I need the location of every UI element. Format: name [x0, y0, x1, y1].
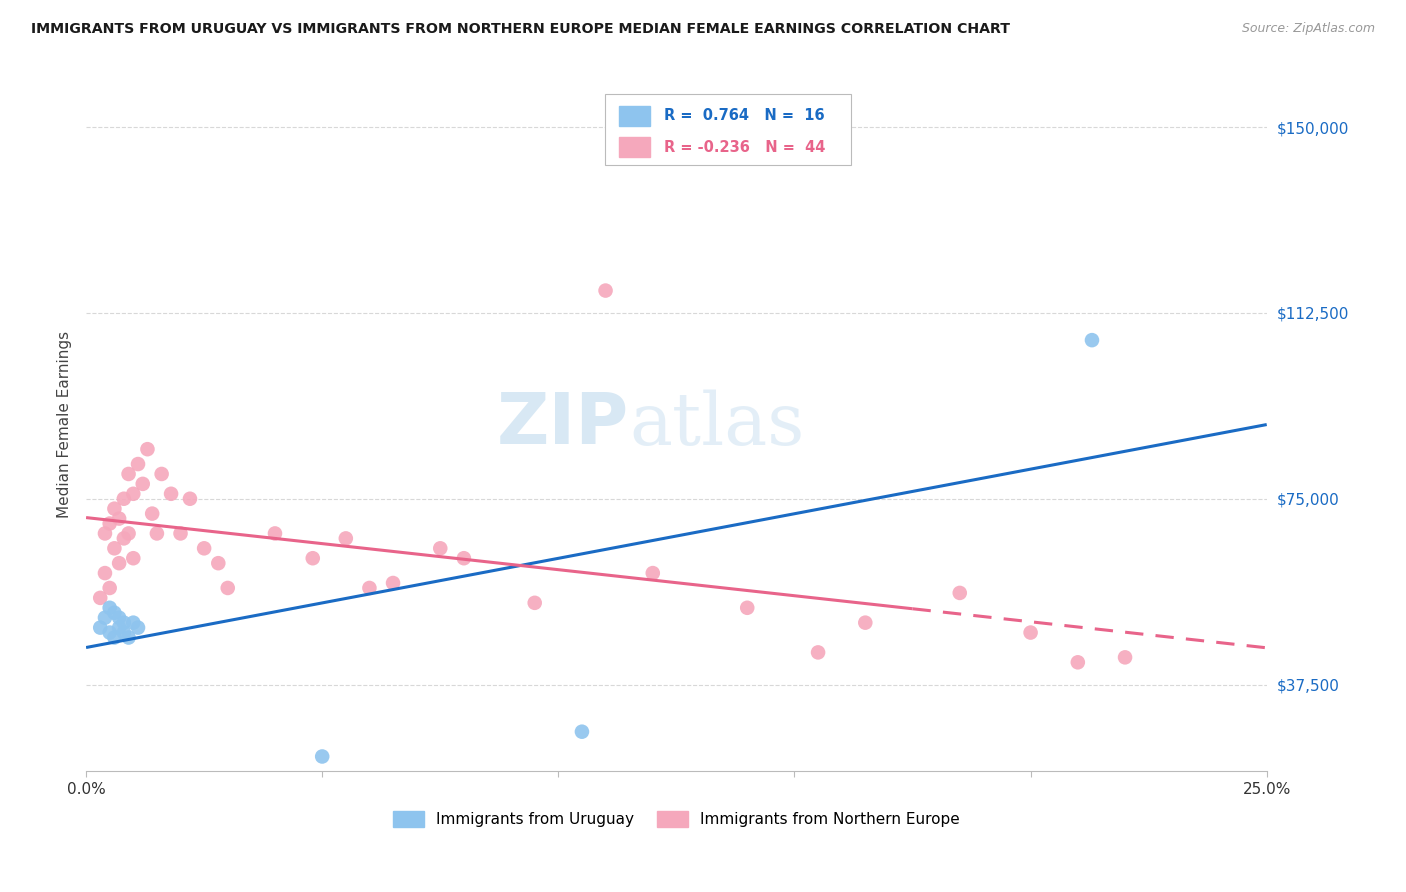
Point — [98, 581, 121, 595]
Point — [112, 532, 135, 546]
Point — [301, 551, 323, 566]
Point — [132, 476, 155, 491]
Point — [89, 591, 111, 605]
Point — [1067, 656, 1090, 670]
Point — [98, 625, 121, 640]
Point — [103, 541, 125, 556]
Point — [453, 551, 475, 566]
Point — [1114, 650, 1136, 665]
Point — [949, 586, 972, 600]
Text: atlas: atlas — [628, 389, 804, 459]
Point — [127, 457, 149, 471]
Point — [98, 600, 121, 615]
Point — [108, 556, 131, 570]
Y-axis label: Median Female Earnings: Median Female Earnings — [58, 331, 72, 518]
Point — [359, 581, 381, 595]
Text: Source: ZipAtlas.com: Source: ZipAtlas.com — [1241, 22, 1375, 36]
Point — [853, 615, 876, 630]
Point — [103, 501, 125, 516]
Point — [117, 526, 139, 541]
Point — [112, 491, 135, 506]
Point — [193, 541, 215, 556]
Point — [169, 526, 191, 541]
Text: IMMIGRANTS FROM URUGUAY VS IMMIGRANTS FROM NORTHERN EUROPE MEDIAN FEMALE EARNING: IMMIGRANTS FROM URUGUAY VS IMMIGRANTS FR… — [31, 22, 1010, 37]
Point — [641, 566, 664, 580]
Point — [136, 442, 159, 457]
Point — [117, 467, 139, 481]
Point — [108, 511, 131, 525]
Point — [94, 610, 117, 624]
Point — [108, 610, 131, 624]
Point — [112, 625, 135, 640]
Point — [217, 581, 239, 595]
Point — [122, 487, 145, 501]
Point — [595, 284, 617, 298]
Point — [141, 507, 163, 521]
Point — [311, 749, 333, 764]
Legend: Immigrants from Uruguay, Immigrants from Northern Europe: Immigrants from Uruguay, Immigrants from… — [387, 805, 966, 833]
Point — [523, 596, 546, 610]
Point — [122, 615, 145, 630]
Point — [160, 487, 183, 501]
Point — [94, 566, 117, 580]
Point — [117, 631, 139, 645]
Point — [98, 516, 121, 531]
Text: ZIP: ZIP — [496, 390, 628, 458]
Point — [207, 556, 229, 570]
Point — [94, 526, 117, 541]
Point — [127, 621, 149, 635]
Point — [1081, 333, 1104, 347]
Point — [122, 551, 145, 566]
Point — [382, 576, 405, 591]
Point — [335, 532, 357, 546]
Point — [103, 631, 125, 645]
Point — [112, 615, 135, 630]
Point — [429, 541, 451, 556]
Point — [1019, 625, 1042, 640]
Point — [571, 724, 593, 739]
Point — [146, 526, 169, 541]
Point — [103, 606, 125, 620]
Point — [264, 526, 287, 541]
Text: R =  0.764   N =  16: R = 0.764 N = 16 — [664, 109, 824, 123]
Point — [150, 467, 173, 481]
Point — [108, 621, 131, 635]
Point — [807, 645, 830, 659]
Point — [89, 621, 111, 635]
Text: R = -0.236   N =  44: R = -0.236 N = 44 — [664, 140, 825, 154]
Point — [735, 600, 758, 615]
Point — [179, 491, 201, 506]
